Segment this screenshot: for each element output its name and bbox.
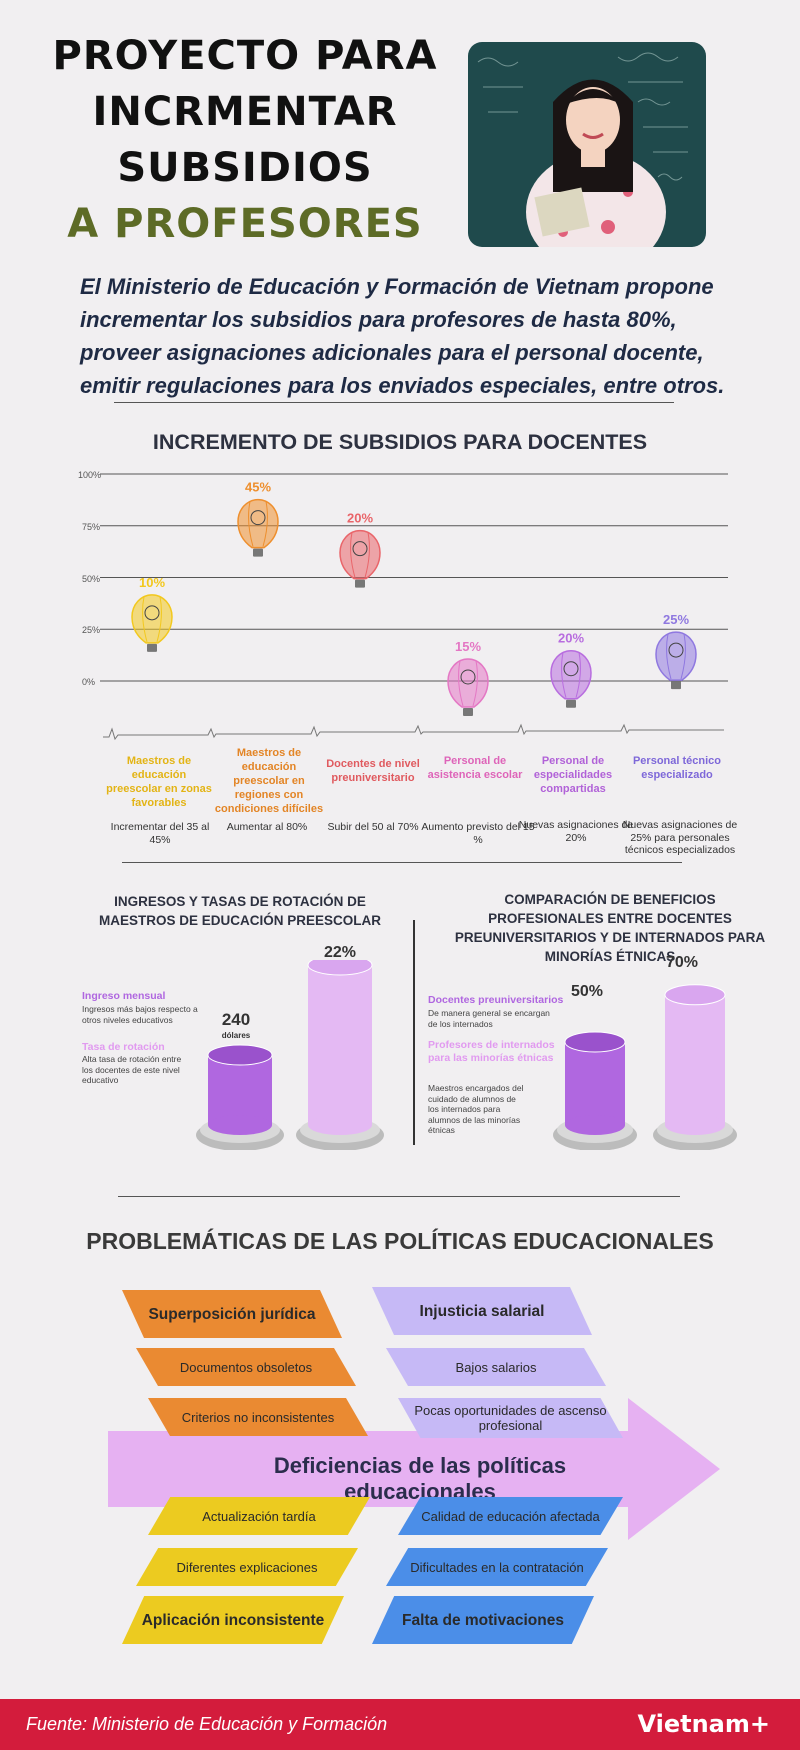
divider-3 (118, 1196, 680, 1197)
problem-tag: Injusticia salarial (372, 1287, 592, 1335)
y-tick-label: 100% (78, 470, 101, 480)
category-description: Subir del 50 al 70% (327, 821, 419, 833)
heartbeat-baseline (103, 723, 724, 741)
legend-rotation-head: Tasa de rotación (82, 1041, 165, 1053)
value-label: 45% (245, 480, 271, 495)
balloon-marker (131, 594, 173, 652)
boarding-value: 70% (665, 954, 699, 971)
value-label: 25% (663, 612, 689, 627)
problem-tag: Diferentes explicaciones (136, 1548, 358, 1586)
intro-paragraph: El Ministerio de Educación y Formación d… (80, 274, 725, 398)
value-label: 20% (347, 511, 373, 526)
title-line-2: INCRMENTAR (92, 89, 398, 135)
title-line-4: A PROFESORES (67, 201, 423, 247)
problem-tag: Actualización tardía (148, 1497, 370, 1535)
category-description: Incrementar del 35 al 45% (110, 821, 210, 846)
cylinder-bar (553, 1031, 637, 1150)
category-description: Nuevas asignaciones de 25% para personal… (622, 819, 738, 856)
category-description: Nuevas asignaciones de 20% (518, 819, 634, 844)
problem-tag: Bajos salarios (386, 1348, 606, 1386)
legend-rotation-text: Alta tasa de rotación entre los docentes… (82, 1054, 182, 1085)
category-description: Aumento previsto del 15 % (421, 821, 535, 846)
problem-tag: Pocas oportunidades de ascenso profesion… (398, 1398, 623, 1438)
y-tick-label: 0% (82, 677, 95, 687)
balloon-marker (237, 498, 279, 557)
income-unit: dólares (221, 1031, 251, 1040)
cylinder-bar (196, 1044, 284, 1150)
balloon-marker (339, 529, 381, 588)
problem-tag: Dificultades en la contratación (386, 1548, 608, 1586)
category-description: Aumentar al 80% (226, 821, 308, 833)
balloon-marker (550, 649, 592, 708)
value-label: 15% (455, 639, 481, 654)
legend-boarding-text: Maestros encargados del cuidado de alumn… (428, 1083, 524, 1135)
problem-tag: Falta de motivaciones (372, 1596, 594, 1644)
problems-title: PROBLEMÁTICAS DE LAS POLÍTICAS EDUCACION… (86, 1228, 714, 1254)
chart3-title: COMPARACIÓN DE BENEFICIOS PROFESIONALES … (454, 892, 766, 964)
category-label: Personal de asistencia escolar (427, 755, 523, 781)
chart1-title: INCREMENTO DE SUBSIDIOS PARA DOCENTES (152, 430, 648, 454)
problem-tag: Criterios no inconsistentes (148, 1398, 368, 1436)
category-label: Maestros de educación preescolar en regi… (214, 747, 324, 815)
income-value: 240 (221, 1010, 251, 1029)
chart2-title: INGRESOS Y TASAS DE ROTACIÓN DE MAESTROS… (98, 894, 382, 928)
category-label: Maestros de educación preescolar en zona… (106, 755, 212, 809)
legend-preuniv-text: De manera general se encargan de los int… (428, 1008, 550, 1029)
legend-income-head: Ingreso mensual (82, 990, 166, 1002)
preuniv-value: 50% (570, 983, 604, 1000)
problem-tag: Calidad de educación afectada (398, 1497, 623, 1535)
problem-tag: Aplicación inconsistente (122, 1596, 344, 1644)
footer-bar: Fuente: Ministerio de Educación y Formac… (0, 1699, 800, 1750)
legend-boarding-head: Profesores de internados para las minorí… (428, 1039, 555, 1064)
chart3-cylinders (553, 984, 737, 1150)
y-tick-label: 75% (82, 522, 100, 532)
vertical-divider (413, 920, 415, 1145)
divider-2 (122, 862, 682, 863)
title-line-3: SUBSIDIOS (117, 145, 373, 191)
cylinder-bar (296, 960, 384, 1150)
problem-tag: Superposición jurídica (122, 1290, 342, 1338)
cylinder-bar (653, 984, 737, 1150)
divider-1 (114, 402, 674, 403)
subsidy-chart: 100% 75% 50% 25% 0% 10% 45% 20% 15% 20% 25% (78, 470, 728, 741)
title-line-1: PROYECTO PARA (52, 33, 438, 79)
legend-preuniv-head: Docentes preuniversitarios (428, 994, 564, 1006)
chart2-cylinders (196, 960, 384, 1150)
y-tick-label: 50% (82, 574, 100, 584)
category-label: Personal de especialidades compartidas (533, 755, 613, 795)
legend-income-text: Ingresos más bajos respecto a otros nive… (82, 1004, 198, 1025)
value-label: 20% (558, 631, 584, 646)
category-label: Docentes de nivel preuniversitario (326, 758, 420, 784)
balloon-marker (655, 631, 697, 690)
category-label: Personal técnico especializado (632, 755, 722, 781)
balloon-marker (447, 658, 489, 716)
y-axis-ticks: 100% 75% 50% 25% 0% (78, 470, 101, 687)
problem-tag: Documentos obsoletos (136, 1348, 356, 1386)
footer-source: Fuente: Ministerio de Educación y Formac… (26, 1714, 388, 1734)
y-tick-label: 25% (82, 625, 100, 635)
rotation-value: 22% (323, 944, 357, 961)
value-label: 10% (139, 575, 165, 590)
brand-logo: Vietnam+ (637, 1710, 770, 1738)
teacher-photo (468, 42, 706, 247)
